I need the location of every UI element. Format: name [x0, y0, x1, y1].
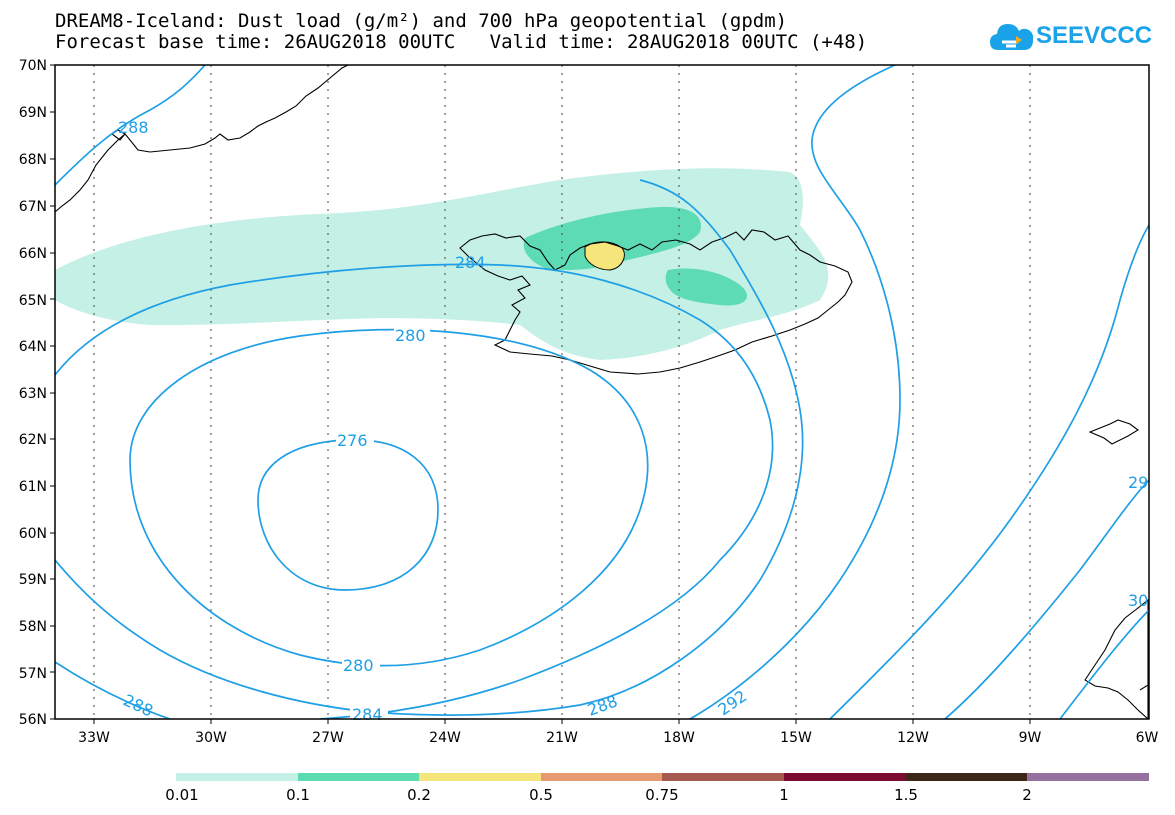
lat-label: 57N	[19, 666, 47, 682]
lon-label: 27W	[312, 730, 344, 746]
graticule	[93, 65, 1031, 719]
lon-label: 12W	[897, 730, 929, 746]
contour-288-north	[55, 65, 206, 186]
contour-label: 284	[352, 705, 383, 724]
contour-label: 292	[714, 686, 750, 719]
colorbar-swatch	[541, 773, 662, 781]
contour-label: 30	[1128, 591, 1148, 610]
contour-29x	[944, 479, 1149, 719]
colorbar-swatch	[176, 773, 298, 781]
contour-292	[689, 65, 901, 719]
lat-label: 62N	[19, 432, 47, 448]
cloud-icon	[990, 24, 1034, 50]
contour-276	[257, 439, 439, 591]
lon-label: 18W	[663, 730, 695, 746]
contour-label: 284	[455, 253, 486, 272]
contour-label: 280	[395, 326, 426, 345]
lat-label: 67N	[19, 199, 47, 215]
colorbar-label: 0.01	[165, 786, 199, 804]
map-subtitle: Forecast base time: 26AUG2018 00UTC Vali…	[55, 31, 868, 53]
colorbar-swatch	[906, 773, 1027, 781]
lon-label: 9W	[1019, 730, 1042, 746]
contour-296	[829, 224, 1149, 719]
lon-axis: 33W 30W 27W 24W 21W 18W 15W 12W 9W 6W	[78, 730, 1158, 746]
contour-288-south	[55, 179, 804, 716]
colorbar-label: 0.1	[286, 786, 310, 804]
geopotential-contours	[55, 65, 1149, 719]
map-frame	[54, 64, 1150, 720]
colorbar-label: 1.5	[894, 786, 918, 804]
colorbar-label: 0.75	[645, 786, 679, 804]
contour-label: 280	[343, 656, 374, 675]
lon-label: 33W	[78, 730, 110, 746]
map-plot-area	[55, 65, 1149, 719]
contour-label: 288	[120, 690, 156, 720]
lon-label: 30W	[195, 730, 227, 746]
lon-label: 24W	[429, 730, 461, 746]
contour-label: 288	[118, 118, 149, 137]
lat-label: 61N	[19, 479, 47, 495]
colorbar-label: 1	[779, 786, 789, 804]
dust-band-0.1-north	[523, 206, 701, 270]
contour-288-south-2	[55, 661, 171, 719]
coastlines	[55, 65, 1149, 719]
map-title: DREAM8-Iceland: Dust load (g/m²) and 700…	[55, 10, 788, 32]
lat-label: 69N	[19, 105, 47, 121]
contour-280	[129, 328, 649, 667]
lat-label: 63N	[19, 386, 47, 402]
colorbar-swatch	[1027, 773, 1149, 781]
lat-label: 65N	[19, 293, 47, 309]
colorbar-swatch	[662, 773, 784, 781]
lon-label: 21W	[546, 730, 578, 746]
colorbar-label: 2	[1022, 786, 1032, 804]
colorbar-swatch	[784, 773, 906, 781]
lat-label: 59N	[19, 572, 47, 588]
colorbar-swatch	[298, 773, 419, 781]
dust-band-0.2	[585, 241, 625, 270]
contour-label: 276	[337, 431, 368, 450]
colorbar	[176, 773, 1149, 781]
lat-axis: 70N 69N 68N 67N 66N 65N 64N 63N 62N 61N …	[19, 58, 47, 728]
contour-284	[55, 263, 774, 719]
lon-label: 6W	[1136, 730, 1159, 746]
colorbar-swatch	[419, 773, 541, 781]
lat-label: 60N	[19, 526, 47, 542]
dust-band-0.1-east	[665, 268, 748, 306]
contour-label: 288	[585, 691, 620, 719]
lat-label: 70N	[19, 58, 47, 74]
lat-label: 58N	[19, 619, 47, 635]
lat-label: 66N	[19, 246, 47, 262]
logo-text: SEEVCCC	[1036, 22, 1153, 49]
lon-label: 15W	[780, 730, 812, 746]
lat-label: 56N	[19, 712, 47, 728]
colorbar-label: 0.2	[407, 786, 431, 804]
colorbar-label: 0.5	[529, 786, 553, 804]
lat-label: 64N	[19, 339, 47, 355]
contour-30x	[1059, 609, 1149, 719]
lat-label: 68N	[19, 152, 47, 168]
contour-label: 29	[1128, 473, 1148, 492]
seevccc-logo	[988, 18, 1148, 58]
